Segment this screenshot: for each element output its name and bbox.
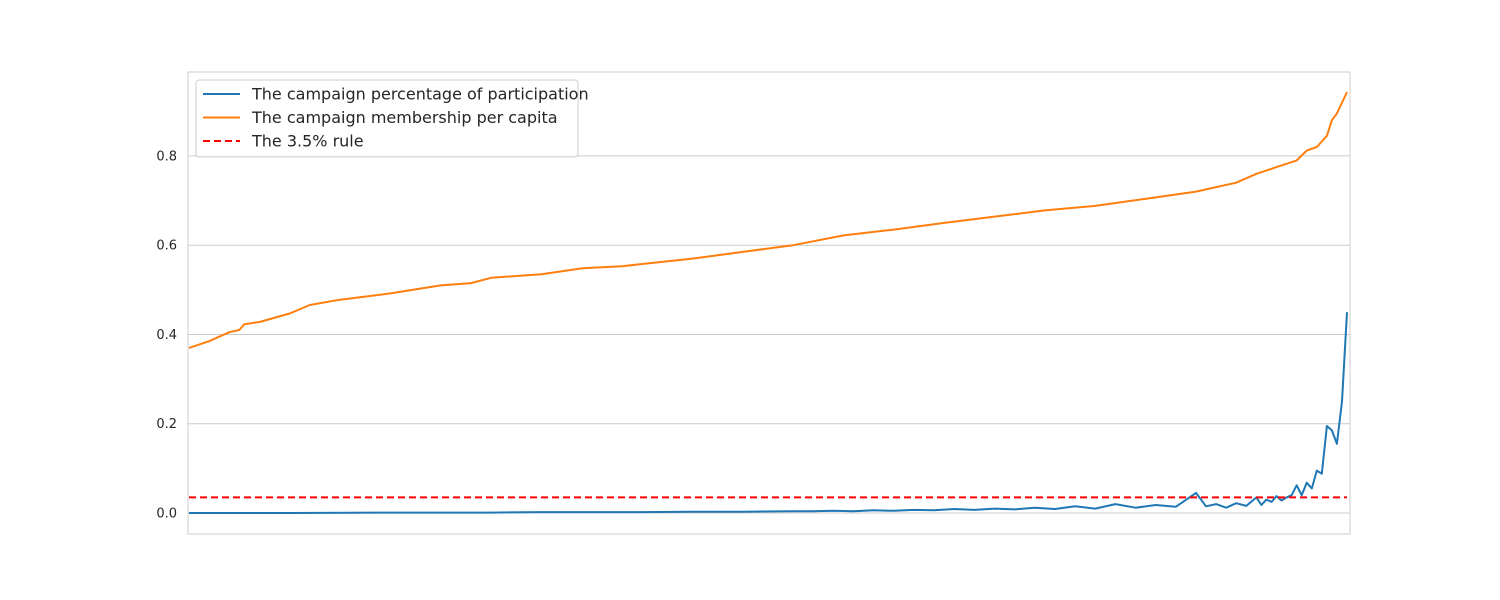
legend-label: The 3.5% rule — [251, 132, 364, 151]
legend: The campaign percentage of participation… — [195, 79, 589, 158]
y-tick-label: 0.4 — [156, 328, 177, 343]
series-line-1 — [188, 91, 1348, 349]
y-tick-label: 0.0 — [156, 507, 177, 522]
legend-label: The campaign membership per capita — [251, 108, 558, 127]
y-tick-label: 0.6 — [156, 239, 177, 254]
legend-label: The campaign percentage of participation — [251, 85, 589, 104]
series-lines — [188, 91, 1348, 514]
y-tick-labels: 0.0 0.2 0.4 0.6 0.8 — [156, 149, 177, 521]
series-line-0 — [189, 312, 1348, 514]
y-tick-label: 0.2 — [156, 417, 177, 432]
plot-frame — [187, 71, 1351, 535]
legend-box — [195, 79, 579, 158]
y-tick-label: 0.8 — [156, 149, 177, 164]
